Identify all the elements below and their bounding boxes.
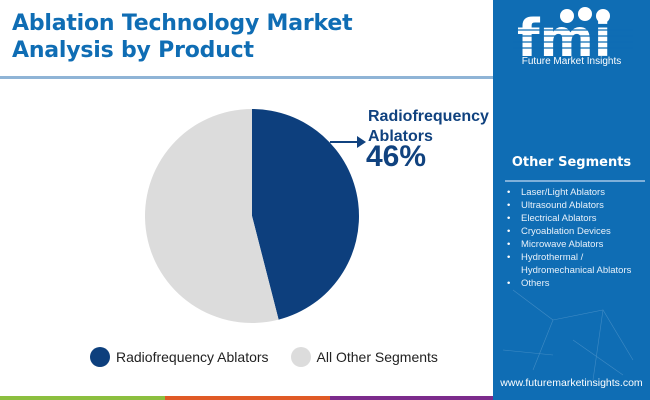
segment-item: Microwave Ablators <box>507 238 647 251</box>
chart-legend: Radiofrequency Ablators All Other Segmen… <box>90 347 460 367</box>
website-link[interactable]: www.futuremarketinsights.com <box>500 377 643 389</box>
callout-value: 46% <box>366 140 427 173</box>
segment-item: Electrical Ablators <box>507 212 647 225</box>
side-panel: fmi Future Market Insights Other Segment… <box>493 0 650 400</box>
other-segments-list: Laser/Light Ablators Ultrasound Ablators… <box>507 186 647 290</box>
legend-item-other: All Other Segments <box>290 347 438 367</box>
pie-chart <box>144 108 366 323</box>
bottom-color-bar-purple <box>330 396 493 400</box>
callout-label: Radiofrequency Ablators <box>368 107 489 147</box>
segment-item: Ultrasound Ablators <box>507 199 647 212</box>
title-divider <box>0 76 493 79</box>
arrow-right-icon <box>357 136 366 148</box>
legend-label: All Other Segments <box>316 349 438 365</box>
decorative-network-lines <box>502 289 634 381</box>
callout-label-line-2: Ablators <box>368 128 433 145</box>
fmi-logo-icon: fmi <box>513 7 633 69</box>
callout-label-line-1: Radiofrequency <box>368 108 489 125</box>
segment-item: Laser/Light Ablators <box>507 186 647 199</box>
segment-item: Cryoablation Devices <box>507 225 647 238</box>
legend-swatch-icon <box>290 347 311 367</box>
segments-divider <box>505 180 645 182</box>
logo-text: Future Market Insights <box>521 56 622 67</box>
legend-label: Radiofrequency Ablators <box>116 349 269 365</box>
legend-swatch-icon <box>90 347 110 367</box>
segment-item: Hydrothermal / Hydromechanical Ablators <box>507 251 647 277</box>
legend-item-radiofrequency: Radiofrequency Ablators <box>90 347 269 367</box>
title-line-1: Ablation Technology Market <box>12 11 353 36</box>
other-segments-title: Other Segments <box>511 155 632 170</box>
page-title: Ablation Technology Market Analysis by P… <box>12 10 482 64</box>
bottom-color-bar-green <box>0 396 165 400</box>
title-line-2: Analysis by Product <box>12 38 254 63</box>
bottom-color-bar-orange <box>165 396 330 400</box>
pie-slice-other <box>144 108 279 323</box>
pie-slice-radiofrequency <box>252 109 359 320</box>
segment-item: Others <box>507 277 647 290</box>
